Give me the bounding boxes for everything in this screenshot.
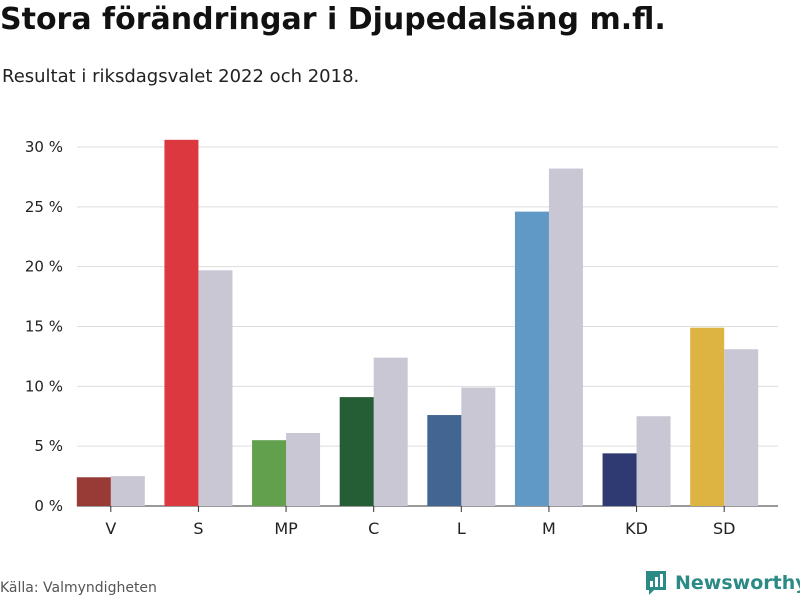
x-tick-label: S <box>193 519 203 538</box>
y-tick-label: 30 % <box>25 138 63 156</box>
x-tick-label: M <box>542 519 556 538</box>
bar-2018-kd <box>636 416 671 506</box>
brand-name: Newsworthy <box>675 572 800 594</box>
bar-2022-c <box>339 397 374 506</box>
bar-2022-v <box>76 477 111 506</box>
x-tick-label: V <box>105 519 116 538</box>
y-tick-label: 20 % <box>25 258 63 276</box>
y-tick-label: 15 % <box>25 318 63 336</box>
y-tick-label: 0 % <box>34 497 63 515</box>
axes: 0 % 5 % 10 % 15 % 20 % 25 % 30 % V S MP C L M KD SD <box>25 138 736 538</box>
bar-2018-c <box>373 357 408 506</box>
bar-2018-v <box>110 476 145 506</box>
bar-2022-m <box>514 211 549 506</box>
bar-2022-mp <box>252 440 287 506</box>
bar-2018-l <box>461 387 496 506</box>
newsworthy-logo: Newsworthy <box>645 569 800 597</box>
bar-chart-speech-bubble-icon <box>646 571 666 595</box>
x-tick-label: SD <box>713 519 735 538</box>
source-note: Källa: Valmyndigheten <box>0 580 157 596</box>
chart-subtitle: Resultat i riksdagsvalet 2022 och 2018. <box>2 66 360 87</box>
y-tick-label: 25 % <box>25 198 63 216</box>
bar-2018-s <box>198 270 233 506</box>
bar-2022-kd <box>602 453 637 506</box>
x-tick-label: KD <box>625 519 648 538</box>
bar-2022-sd <box>690 327 725 506</box>
x-tick-label: MP <box>274 519 298 538</box>
bar-2018-mp <box>286 433 321 506</box>
bar-2018-sd <box>724 349 759 506</box>
bars <box>76 139 759 507</box>
x-tick-label: L <box>457 519 466 538</box>
bar-2022-l <box>427 415 462 506</box>
bar-2022-s <box>164 139 199 506</box>
bar-chart: 0 % 5 % 10 % 15 % 20 % 25 % 30 % V S MP C L M KD SD <box>25 138 778 538</box>
x-tick-label: C <box>368 519 379 538</box>
bar-2018-m <box>548 168 583 507</box>
y-tick-label: 10 % <box>25 377 63 395</box>
y-tick-label: 5 % <box>34 437 63 455</box>
chart-title: Stora förändringar i Djupedalsäng m.fl. <box>0 2 666 37</box>
